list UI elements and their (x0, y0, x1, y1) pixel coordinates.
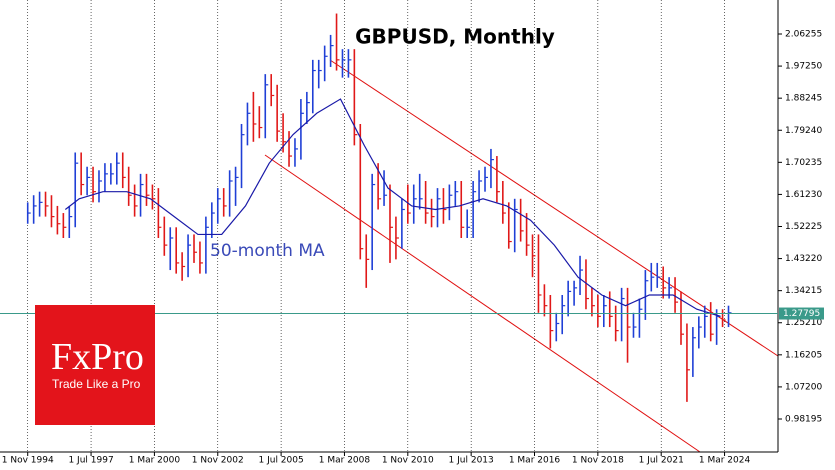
x-tick-label: 1 Jul 2021 (639, 456, 684, 466)
x-tick-label: 1 Nov 2010 (382, 456, 434, 466)
x-tick-label: 1 Nov 2018 (572, 456, 624, 466)
y-tick-label: 1.97250 (785, 62, 822, 72)
x-tick-label: 1 Jul 2005 (259, 456, 304, 466)
logo: FxPro Trade Like a Pro (35, 305, 155, 425)
y-tick-label: 1.61230 (785, 190, 822, 200)
x-tick-label: 1 Mar 2008 (319, 456, 371, 466)
y-tick-label: 1.79240 (785, 126, 822, 136)
chart-title: GBPUSD, Monthly (355, 25, 555, 49)
x-tick-label: 1 Mar 2000 (129, 456, 181, 466)
y-tick-label: 1.70235 (785, 158, 822, 168)
ma-label: 50-month MA (210, 241, 325, 261)
last-price-box (779, 307, 824, 320)
y-tick-label: 1.43220 (785, 254, 822, 264)
y-tick-label: 0.98195 (785, 414, 822, 424)
x-tick-label: 1 Nov 2002 (192, 456, 244, 466)
y-tick-label: 1.34215 (785, 286, 822, 296)
last-price-label: 1.27795 (783, 309, 820, 319)
y-tick-label: 2.06255 (785, 30, 822, 40)
channel-lower (264, 154, 701, 453)
logo-tagline: Trade Like a Pro (52, 377, 141, 391)
x-tick-label: 1 Jul 1997 (68, 456, 113, 466)
y-tick-label: 1.16205 (785, 350, 822, 360)
x-tick-label: 1 Mar 2016 (509, 456, 561, 466)
y-tick-label: 1.07200 (785, 382, 822, 392)
x-tick-label: 1 Jul 2013 (449, 456, 494, 466)
y-tick-label: 1.25210 (785, 318, 822, 328)
ma-line (64, 98, 721, 317)
x-tick-label: 1 Nov 1994 (2, 456, 54, 466)
y-tick-label: 1.88245 (785, 94, 822, 104)
y-tick-label: 1.52225 (785, 222, 822, 232)
x-tick-label: 1 Mar 2024 (699, 456, 751, 466)
logo-name: FxPro (51, 336, 144, 378)
channel-upper (329, 59, 779, 357)
